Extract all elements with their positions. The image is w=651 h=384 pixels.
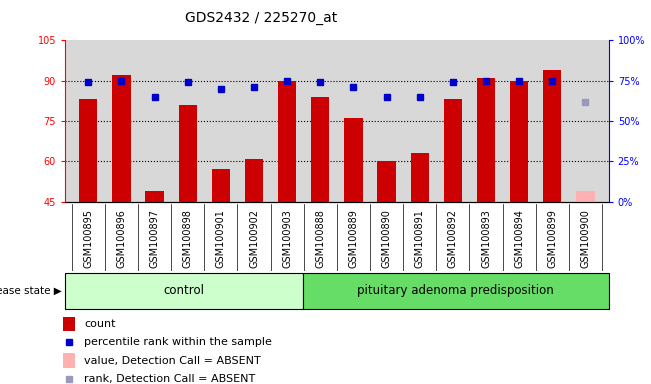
Text: GSM100903: GSM100903 xyxy=(282,209,292,268)
Text: GSM100892: GSM100892 xyxy=(448,209,458,268)
Bar xyxy=(113,75,131,202)
Text: GSM100893: GSM100893 xyxy=(481,209,491,268)
Text: GSM100897: GSM100897 xyxy=(150,209,159,268)
Bar xyxy=(477,78,495,202)
Bar xyxy=(212,169,230,202)
Text: GSM100896: GSM100896 xyxy=(117,209,126,268)
Text: GSM100902: GSM100902 xyxy=(249,209,259,268)
Text: GSM100901: GSM100901 xyxy=(216,209,226,268)
Text: GSM100895: GSM100895 xyxy=(83,209,93,268)
Bar xyxy=(378,161,396,202)
FancyBboxPatch shape xyxy=(65,273,303,309)
Bar xyxy=(311,97,329,202)
Text: disease state ▶: disease state ▶ xyxy=(0,286,62,296)
Text: GSM100900: GSM100900 xyxy=(581,209,590,268)
Bar xyxy=(145,191,163,202)
Text: control: control xyxy=(163,285,204,297)
Text: rank, Detection Call = ABSENT: rank, Detection Call = ABSENT xyxy=(85,374,256,384)
Text: percentile rank within the sample: percentile rank within the sample xyxy=(85,338,272,348)
Text: GDS2432 / 225270_at: GDS2432 / 225270_at xyxy=(185,11,337,25)
Text: GSM100889: GSM100889 xyxy=(348,209,359,268)
Bar xyxy=(411,153,429,202)
Bar xyxy=(178,105,197,202)
Bar xyxy=(510,81,529,202)
Bar xyxy=(344,118,363,202)
Bar xyxy=(576,191,594,202)
Text: GSM100898: GSM100898 xyxy=(183,209,193,268)
Text: value, Detection Call = ABSENT: value, Detection Call = ABSENT xyxy=(85,356,261,366)
Text: GSM100891: GSM100891 xyxy=(415,209,424,268)
Bar xyxy=(63,317,76,331)
Bar xyxy=(543,70,561,202)
Text: GSM100899: GSM100899 xyxy=(547,209,557,268)
Text: GSM100890: GSM100890 xyxy=(381,209,392,268)
Text: GSM100888: GSM100888 xyxy=(315,209,326,268)
Bar xyxy=(63,353,76,368)
Text: pituitary adenoma predisposition: pituitary adenoma predisposition xyxy=(357,285,554,297)
Bar xyxy=(79,99,98,202)
Bar xyxy=(245,159,263,202)
Text: count: count xyxy=(85,319,116,329)
FancyBboxPatch shape xyxy=(303,273,609,309)
Text: GSM100894: GSM100894 xyxy=(514,209,524,268)
Bar xyxy=(278,81,296,202)
Bar xyxy=(444,99,462,202)
